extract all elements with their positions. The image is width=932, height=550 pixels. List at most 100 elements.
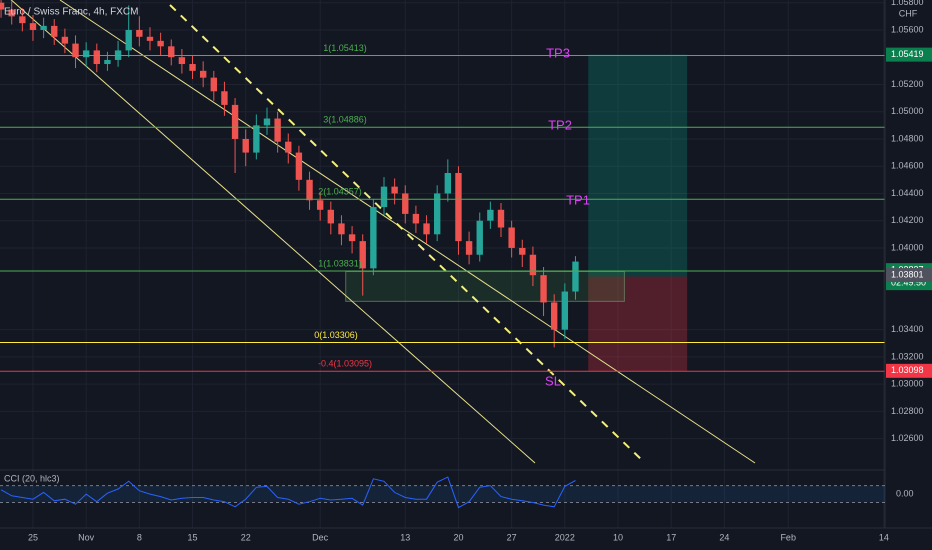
position-profit: [588, 54, 688, 277]
x-tick-label: Feb: [780, 532, 796, 542]
x-tick-label: 22: [241, 532, 251, 542]
candle-body: [199, 70, 207, 78]
currency: CHF: [899, 8, 918, 18]
candle-body: [19, 16, 26, 24]
candle-body: [359, 241, 366, 269]
price-label: 1.05419: [891, 49, 924, 59]
y-tick-label: 1.05600: [891, 24, 924, 34]
candle-body: [168, 46, 175, 58]
candle-body: [274, 118, 281, 142]
x-tick-label: 24: [719, 532, 729, 542]
candle-body: [519, 247, 526, 255]
candle-body: [242, 138, 249, 153]
drawings: [345, 54, 688, 371]
level-label: 0(1.03306): [314, 330, 358, 340]
candle-body: [221, 91, 228, 105]
level-label: -0.4(1.03095): [318, 359, 372, 369]
candle-body: [40, 25, 47, 30]
candle-body: [476, 220, 483, 255]
x-tick-label: 14: [879, 532, 889, 542]
candle-body: [136, 29, 143, 37]
candle-body: [8, 9, 15, 17]
candle-body: [380, 186, 388, 208]
cci-title: CCI (20, hlc3): [4, 473, 60, 483]
candle-body: [82, 50, 90, 58]
cci-tick-label: 0.00: [896, 488, 914, 498]
candle-body: [157, 40, 164, 47]
zone: [345, 271, 625, 302]
annotation: TP3: [546, 45, 570, 60]
candle-body: [433, 193, 441, 235]
y-tick-label: 1.03200: [891, 351, 924, 361]
channel-lower: [10, 0, 536, 464]
cci-line: [0, 476, 576, 509]
annotation: TP1: [566, 192, 590, 207]
candle-body: [561, 291, 569, 330]
x-tick-label: 13: [400, 532, 410, 542]
y-tick-label: 1.05000: [891, 106, 924, 116]
candle-body: [529, 254, 537, 276]
price-label-bg: [886, 363, 932, 378]
candle-body: [231, 104, 239, 139]
x-tick-label: 8: [137, 532, 142, 542]
candle-body: [455, 173, 462, 242]
x-tick-label: Nov: [78, 532, 95, 542]
candle-body: [93, 50, 100, 65]
x-tick-label: 15: [188, 532, 198, 542]
candle-body: [348, 234, 356, 242]
candle-body: [412, 213, 420, 224]
candle-body: [0, 2, 5, 10]
price-label: 1.03801: [891, 269, 924, 279]
price-label-bg: [886, 268, 932, 283]
candle-body: [61, 36, 69, 44]
grid: [0, 0, 885, 528]
candle-body: [146, 36, 154, 41]
y-tick-label: 1.05800: [891, 0, 924, 7]
level-label: 2(1.04357): [318, 187, 362, 197]
candle-body: [306, 179, 313, 201]
candle-body: [253, 125, 260, 153]
level-label: 1(1.03831): [318, 258, 362, 268]
y-tick-label: 1.04600: [891, 161, 924, 171]
candle-body: [189, 64, 196, 71]
y-tick-label: 1.02600: [891, 433, 924, 443]
channel-mid: [169, 4, 646, 464]
candle-body: [465, 241, 473, 255]
y-tick-label: 1.04200: [891, 215, 924, 225]
candle-body: [508, 227, 515, 248]
y-tick-label: 1.03000: [891, 379, 924, 389]
candle-body: [444, 173, 452, 194]
y-tick-label: 1.04800: [891, 133, 924, 143]
y-tick-label: 1.02800: [891, 406, 924, 416]
candle-body: [391, 186, 398, 194]
level-label: 1(1.05413): [323, 43, 367, 53]
annotation: SL: [545, 373, 561, 388]
candle-body: [370, 207, 377, 269]
overlays: [0, 54, 885, 372]
cci-band: [0, 485, 885, 503]
candle-body: [316, 200, 324, 210]
candle-body: [51, 25, 58, 37]
candle-body: [72, 43, 79, 58]
candle-body: [285, 141, 292, 153]
candle-body: [178, 57, 186, 65]
x-tick-label: 20: [453, 532, 463, 542]
price-label-bg: [886, 47, 932, 62]
x-tick-label: 17: [666, 532, 676, 542]
candle-body: [327, 209, 335, 224]
x-tick-label: 2022: [555, 532, 575, 542]
candle-body: [487, 209, 494, 221]
countdown: 02:49:50: [891, 278, 926, 288]
candle-body: [338, 223, 345, 235]
x-tick-label: 25: [28, 532, 38, 542]
candle-body: [104, 59, 111, 65]
candle-body: [540, 275, 547, 303]
y-tick-label: 1.04000: [891, 242, 924, 252]
candle-body: [402, 193, 409, 214]
candle-body: [295, 152, 303, 180]
candle-body: [423, 223, 430, 235]
candle-body: [210, 77, 217, 92]
candle-body: [550, 302, 558, 330]
